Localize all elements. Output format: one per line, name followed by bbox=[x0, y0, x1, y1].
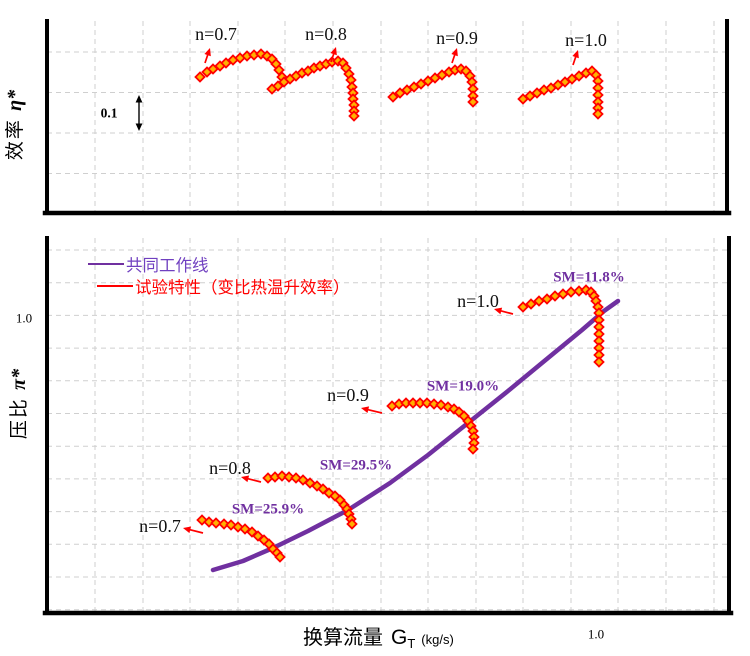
operating-line bbox=[210, 298, 621, 573]
gridlines-pressure-ratio-map bbox=[47, 238, 729, 613]
speed-line-markers-efficiency-map bbox=[194, 48, 604, 122]
annotation-arrows-efficiency-map bbox=[204, 47, 579, 66]
gridlines-efficiency-map bbox=[47, 21, 727, 213]
scale-double-arrow bbox=[135, 95, 143, 131]
annotation-arrows-pressure-ratio-map bbox=[183, 307, 514, 534]
speed-line-markers-pressure-ratio-map bbox=[196, 284, 605, 563]
axes-efficiency-map bbox=[42, 19, 732, 216]
axes-pressure-ratio-map bbox=[42, 236, 734, 616]
